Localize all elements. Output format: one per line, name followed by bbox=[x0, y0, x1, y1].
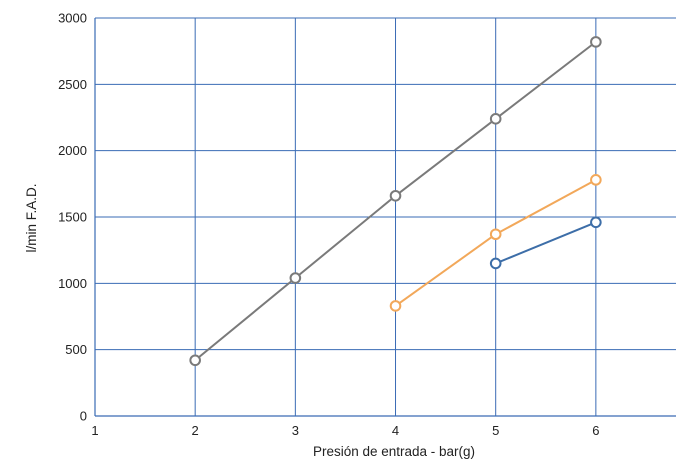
y-tick-label: 2500 bbox=[58, 77, 87, 92]
series-2-point bbox=[489, 228, 502, 241]
x-tick-label: 6 bbox=[592, 423, 599, 438]
y-tick-label: 500 bbox=[65, 342, 87, 357]
series-points bbox=[189, 36, 602, 367]
grid bbox=[95, 17, 676, 416]
series-1-point bbox=[590, 36, 602, 48]
series-1-point bbox=[289, 272, 302, 284]
y-tick-label: 0 bbox=[80, 409, 87, 424]
y-tick-label: 3000 bbox=[58, 11, 87, 26]
y-tick-label: 2000 bbox=[58, 143, 87, 158]
x-tick-label: 3 bbox=[292, 423, 299, 438]
y-axis-label: l/min F.A.D. bbox=[24, 183, 39, 252]
x-tick-label: 1 bbox=[91, 423, 98, 438]
series-2-point bbox=[389, 300, 402, 312]
series-1-point bbox=[489, 113, 502, 125]
series-1-point bbox=[389, 189, 402, 202]
tick-labels: 0 500 1000 1500 2000 2500 3000 1 2 3 4 5 6 bbox=[58, 11, 599, 439]
x-axis-label: Presión de entrada - bar(g) bbox=[313, 444, 475, 459]
series-3-line bbox=[494, 221, 597, 265]
x-tick-label: 4 bbox=[392, 423, 399, 438]
series-1-point bbox=[189, 354, 201, 367]
y-tick-label: 1500 bbox=[58, 210, 87, 225]
series-3-point bbox=[489, 257, 502, 270]
series-3-point bbox=[590, 216, 602, 229]
x-tick-label: 5 bbox=[492, 423, 499, 438]
x-tick-label: 2 bbox=[192, 423, 199, 438]
series-2-point bbox=[590, 174, 602, 186]
axes bbox=[94, 18, 676, 417]
y-tick-label: 1000 bbox=[58, 276, 87, 291]
